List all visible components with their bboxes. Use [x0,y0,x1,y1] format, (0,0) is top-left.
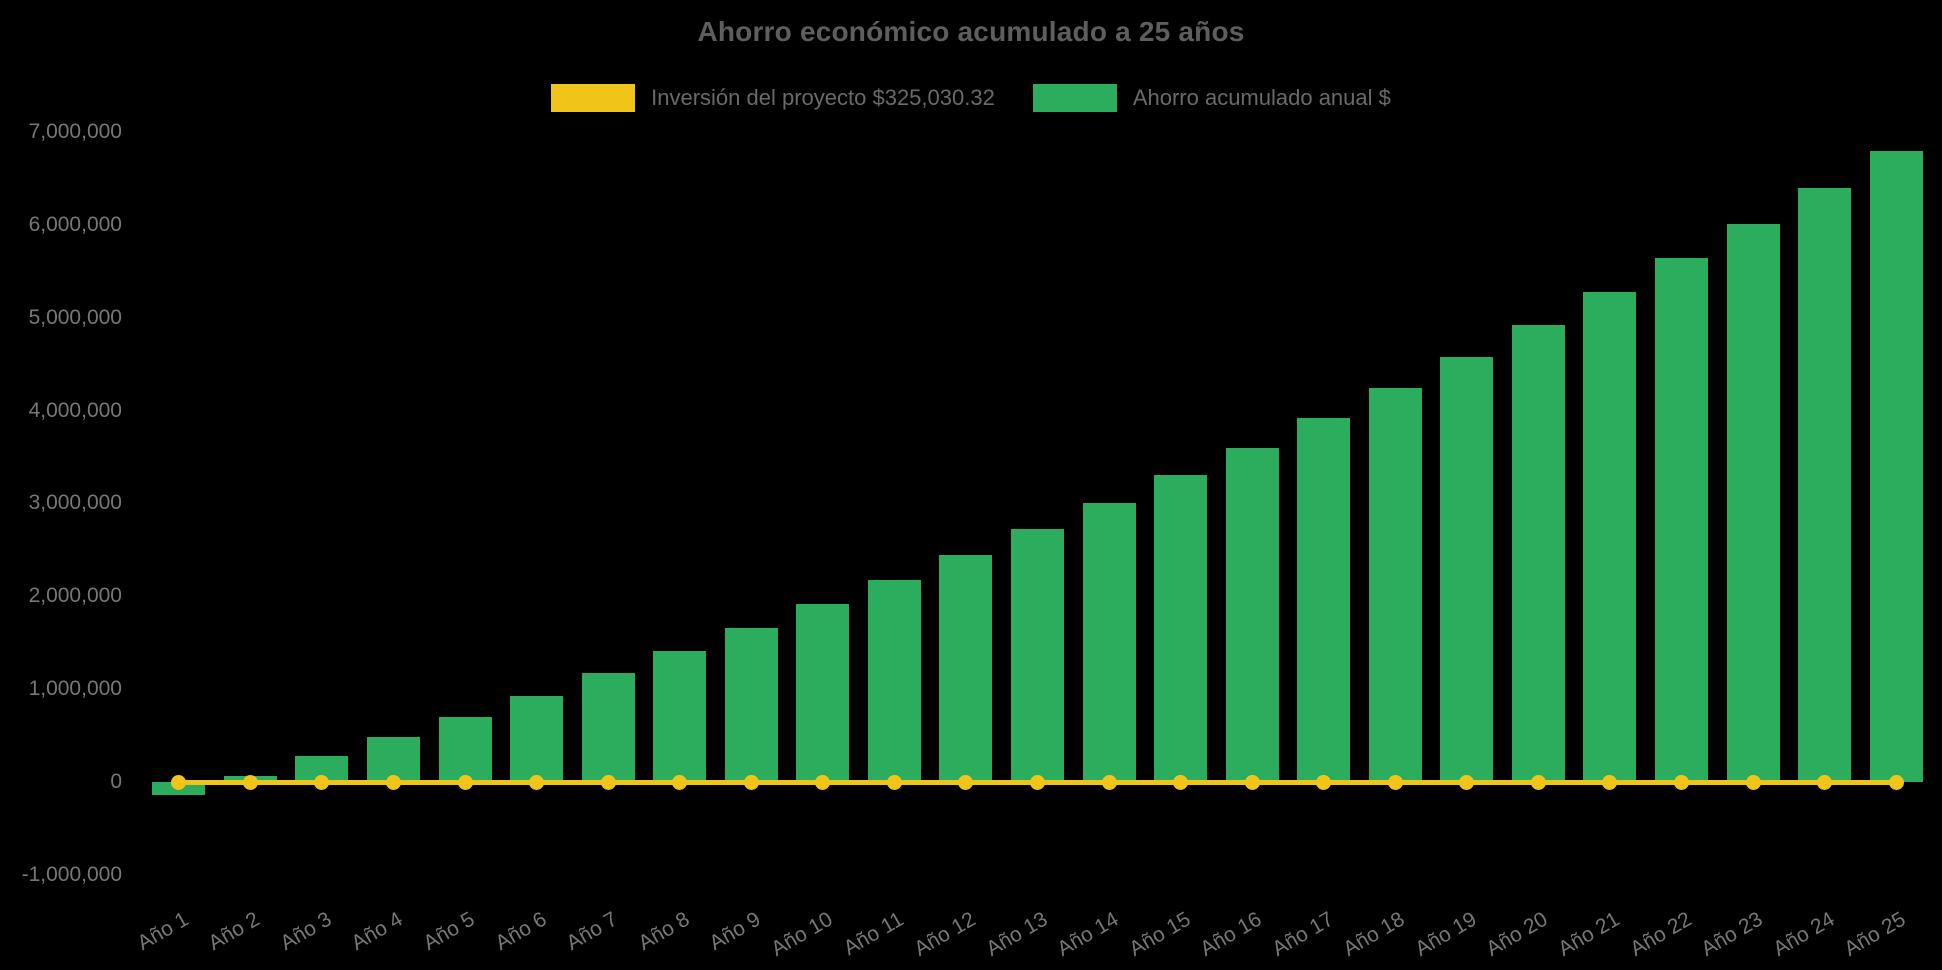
chart-legend: Inversión del proyecto $325,030.32 Ahorr… [0,84,1942,112]
bar-año-16 [1225,447,1279,782]
legend-swatch-investment-icon [551,84,636,112]
bar-año-7 [581,673,635,782]
investment-line-point-icon [1101,774,1117,790]
legend-item-savings[interactable]: Ahorro acumulado anual $ [1032,84,1391,112]
y-axis-tick-label: 2,000,000 [28,584,122,608]
y-axis-tick-label: 6,000,000 [28,212,122,236]
chart-title: Ahorro económico acumulado a 25 años [697,16,1245,47]
bar-año-14 [1082,502,1136,782]
y-axis-tick-label: 0 [110,770,122,793]
bar-año-6 [510,695,564,782]
investment-line-point-icon [815,774,831,790]
legend-item-investment[interactable]: Inversión del proyecto $325,030.32 [551,84,995,112]
investment-line-point-icon [1173,774,1189,790]
bar-año-13 [1011,529,1064,782]
bar-año-25 [1869,150,1923,782]
bar-año-12 [939,554,993,782]
y-axis-tick-label: 4,000,000 [28,398,122,422]
investment-line-point-icon [743,774,759,790]
bar-año-20 [1511,325,1565,782]
investment-line-point-icon [242,774,258,790]
y-axis-tick-label: -1,000,000 [21,862,122,886]
bar-año-19 [1440,356,1494,782]
investment-line-point-icon [1745,774,1761,790]
investment-line-point-icon [1674,774,1690,790]
investment-line-point-icon [1888,774,1904,790]
bar-año-24 [1798,187,1852,782]
bar-año-4 [366,736,420,782]
bar-año-15 [1154,474,1208,782]
investment-line-point-icon [1387,774,1403,790]
investment-line-point-icon [1530,774,1546,790]
y-axis-tick-label: 3,000,000 [28,491,122,515]
bar-año-8 [653,651,707,782]
investment-line-point-icon [1602,774,1618,790]
investment-line-point-icon [1817,774,1833,790]
investment-line-point-icon [672,774,688,790]
investment-line-point-icon [314,774,330,790]
bar-año-11 [867,579,921,782]
bar-año-21 [1583,291,1637,782]
investment-line-point-icon [385,774,401,790]
investment-line-point-icon [529,774,545,790]
bar-año-5 [438,717,492,782]
bar-año-22 [1655,258,1709,782]
y-axis-tick-label: 7,000,000 [28,120,122,143]
legend-swatch-savings-icon [1032,84,1117,112]
bar-año-18 [1368,388,1422,782]
investment-line-point-icon [600,774,616,790]
bar-año-23 [1726,223,1780,782]
bar-año-9 [724,627,778,782]
y-axis-tick-label: 5,000,000 [28,305,122,329]
bar-año-10 [796,603,850,782]
investment-line-point-icon [1030,774,1045,790]
investment-line-point-icon [958,774,974,790]
legend-label-savings: Ahorro acumulado anual $ [1132,85,1391,110]
investment-line-point-icon [886,774,902,790]
investment-line-point-icon [1459,774,1475,790]
bar-año-17 [1297,418,1351,782]
investment-line-point-icon [457,774,473,790]
investment-line-point-icon [1316,774,1332,790]
investment-line-point-icon [1244,774,1260,790]
y-axis-tick-label: 1,000,000 [28,677,122,701]
investment-line-point-icon [171,774,187,790]
legend-label-investment: Inversión del proyecto $325,030.32 [651,85,995,110]
